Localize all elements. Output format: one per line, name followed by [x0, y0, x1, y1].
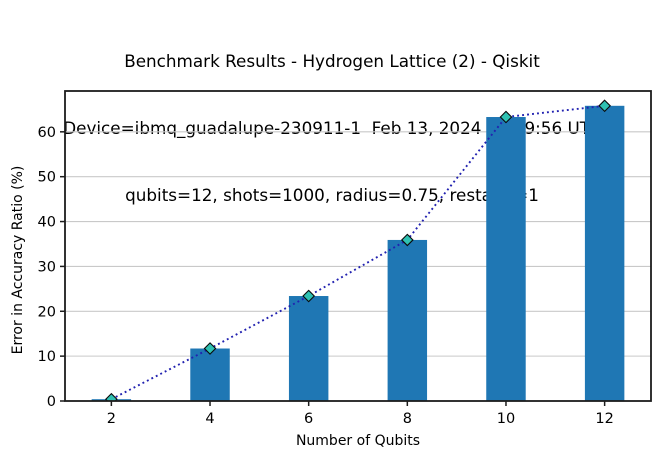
bar-qubits-6 [288, 296, 329, 401]
diamond-marker-qubits-4 [203, 342, 217, 355]
y-tick-label: 30 [38, 259, 56, 275]
x-axis-label: Number of Qubits [296, 433, 420, 449]
bar-qubits-12 [584, 105, 625, 401]
x-axis-group: 2 4 6 8 10 12 [107, 401, 614, 427]
gridline-group [65, 131, 651, 357]
y-axis-group: 0 10 20 30 40 50 60 [38, 125, 65, 410]
chart-title-line-1: Benchmark Results - Hydrogen Lattice (2)… [124, 50, 540, 71]
y-axis-label: Error in Accuracy Ratio (%) [10, 166, 26, 355]
y-tick-label: 10 [38, 349, 56, 365]
bar-qubits-10 [486, 117, 526, 401]
x-tick-label: 10 [497, 411, 515, 427]
y-tick-label: 40 [38, 215, 56, 231]
diamond-marker-qubits-6 [302, 289, 316, 303]
x-tick-label: 8 [403, 411, 412, 427]
bar-qubits-8 [387, 239, 428, 401]
bar-series-group [91, 105, 625, 401]
axes-frame [64, 90, 652, 402]
x-tick-label: 12 [595, 411, 613, 427]
y-tick-label: 20 [38, 304, 56, 320]
bar-qubits-4 [190, 348, 230, 401]
y-tick-label: 60 [38, 125, 56, 141]
dotted-line [110, 104, 605, 401]
diamond-marker-qubits-10 [499, 110, 513, 124]
y-tick-label: 50 [38, 170, 56, 186]
x-tick-label: 4 [205, 411, 214, 427]
x-tick-label: 6 [304, 411, 313, 427]
y-tick-label: 0 [47, 394, 56, 410]
x-tick-label: 2 [107, 411, 116, 427]
marker-group [104, 99, 612, 401]
diamond-marker-qubits-2 [104, 392, 118, 401]
diamond-marker-qubits-12 [598, 99, 612, 113]
diamond-marker-qubits-8 [400, 233, 414, 247]
line-series-group [110, 104, 605, 401]
